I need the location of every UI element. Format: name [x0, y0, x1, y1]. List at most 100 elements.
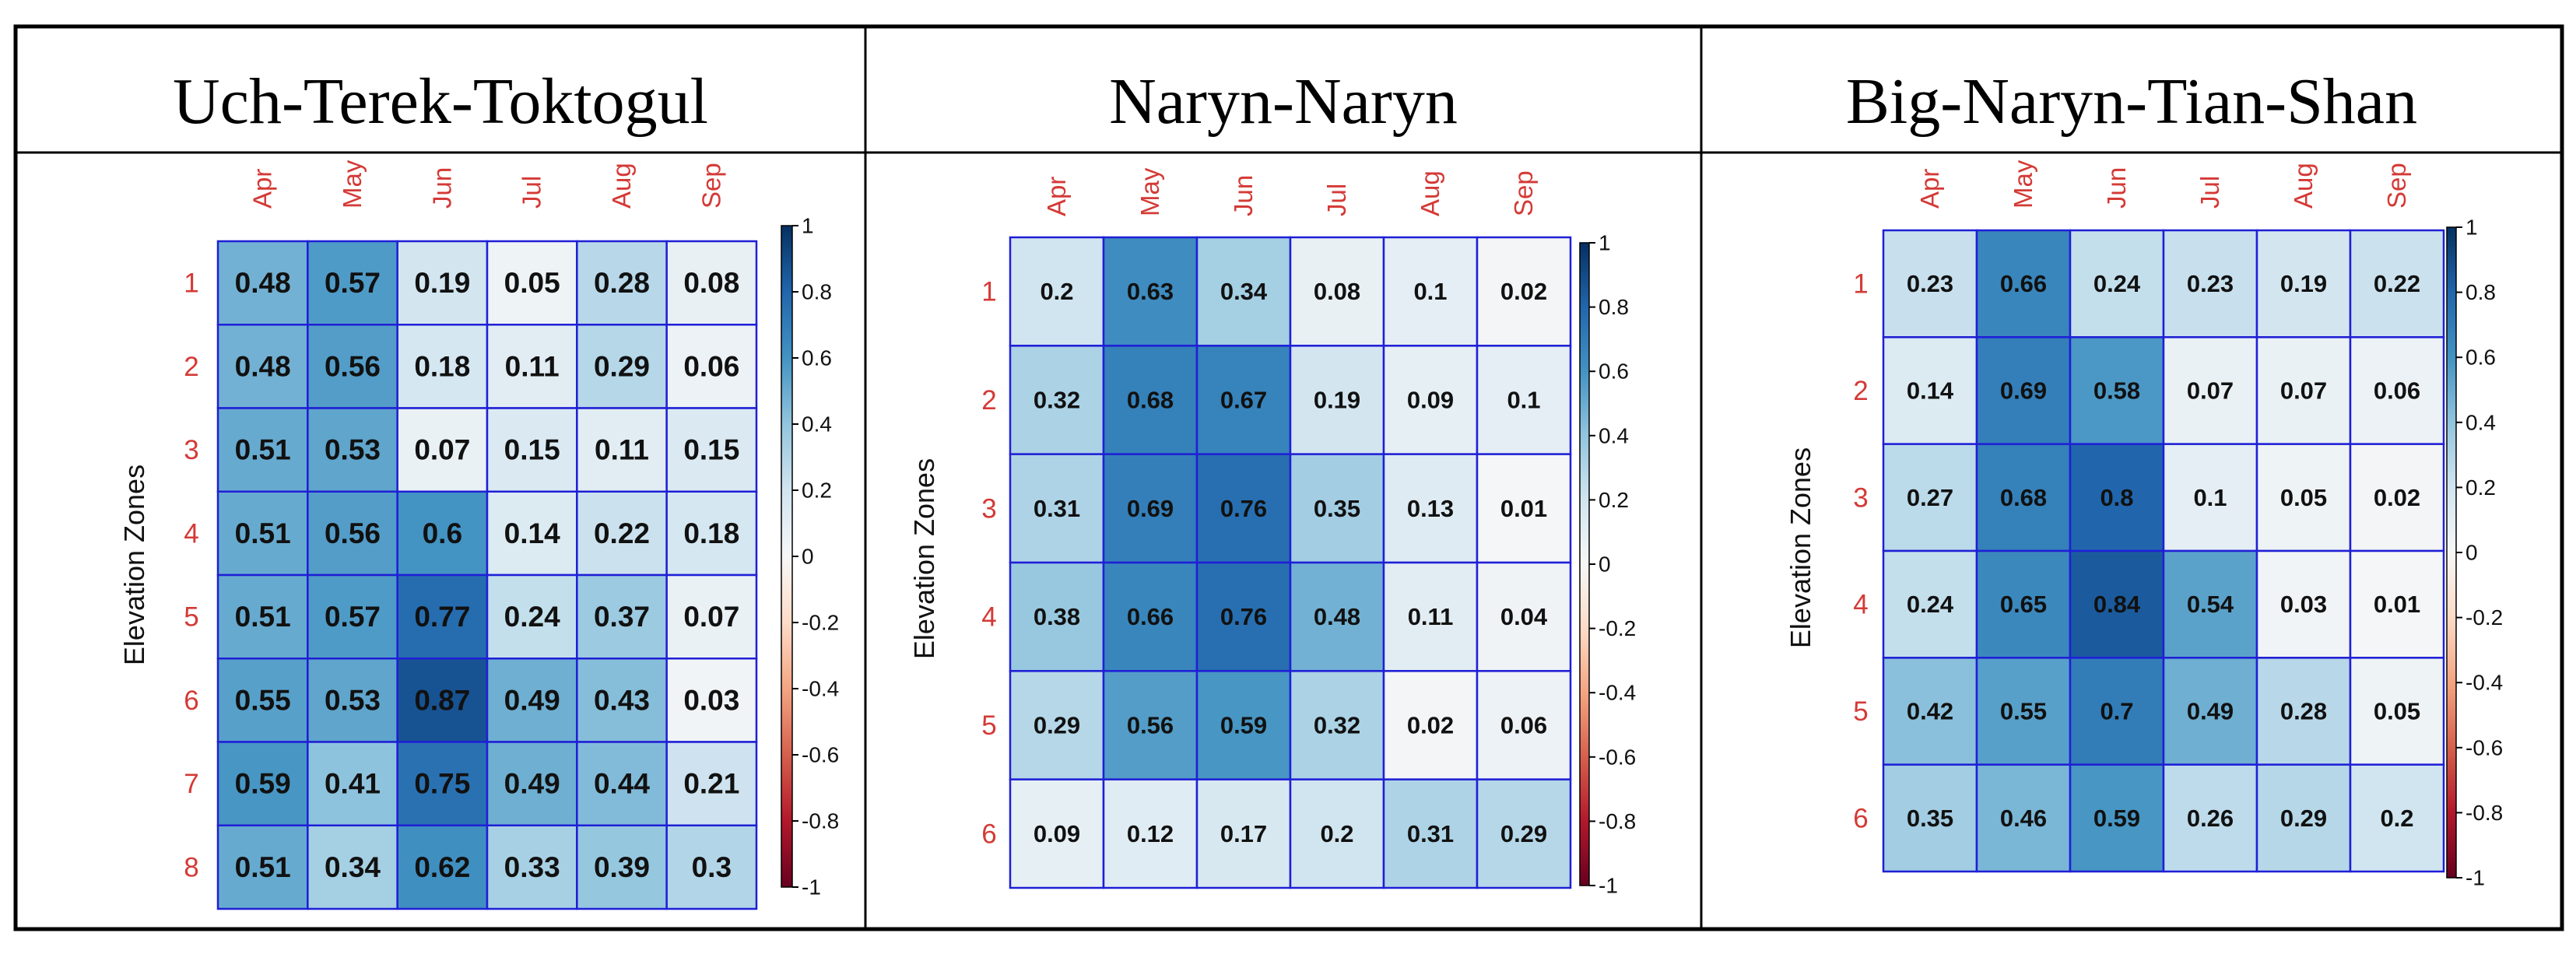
heatmap-panel-3: 0.23 0.66 0.24 0.23 0.19 0.220.14 0.69 0.58 0.07… — [1853, 160, 2503, 889]
heatmap-cell-value: 0.23 — [2187, 270, 2234, 297]
heatmap-cell-value: 0.13 — [1407, 495, 1454, 522]
heatmap-cell-value: 0.19 — [414, 267, 470, 299]
heatmap-cell-value: 0.56 — [325, 517, 381, 549]
heatmap-cell-value: 0.2 — [1320, 820, 1353, 847]
heatmap-cell — [216, 407, 309, 493]
row-label-zone-4: 4 — [1853, 590, 1868, 620]
heatmap-cell — [396, 824, 489, 910]
heatmap-cell — [307, 490, 398, 577]
column-label-may: May — [338, 160, 367, 209]
heatmap-cell — [307, 741, 398, 826]
heatmap-cell — [1195, 453, 1292, 564]
heatmap-cell — [1289, 778, 1385, 889]
heatmap-cell-value: 0.15 — [683, 434, 739, 466]
heatmap-cell-value: 0.11 — [595, 434, 649, 466]
heatmap-cell — [2255, 657, 2352, 766]
heatmap-cell — [1289, 670, 1385, 780]
heatmap-cell-value: 0.66 — [2000, 270, 2047, 297]
colorbar-tick-label: -0.2 — [802, 611, 839, 635]
heatmap-cell-value: 0.19 — [1314, 387, 1360, 414]
heatmap-cell-value: 0.56 — [325, 350, 381, 382]
colorbar-tick-label: 0.2 — [802, 479, 832, 503]
heatmap-cell — [2162, 229, 2258, 338]
heatmap-cell — [216, 824, 309, 910]
heatmap-cell-value: 0.55 — [235, 684, 291, 716]
heatmap-cell-value: 0.07 — [683, 601, 739, 633]
heatmap-cell-value: 0.57 — [325, 267, 381, 299]
heatmap-cell — [1382, 345, 1479, 455]
heatmap-cell-value: 0.34 — [325, 851, 381, 883]
column-label-jun: Jun — [1229, 175, 1258, 216]
heatmap-cell-value: 0.44 — [594, 768, 650, 800]
heatmap-cell — [216, 741, 309, 826]
heatmap-cell-value: 0.6 — [423, 517, 462, 549]
heatmap-cell — [665, 324, 758, 409]
heatmap-cell — [1102, 345, 1199, 455]
heatmap-cell-value: 0.29 — [1034, 712, 1080, 739]
row-label-zone-2: 2 — [981, 385, 996, 416]
heatmap-cell-value: 0.08 — [1314, 278, 1360, 305]
heatmap-cell-value: 0.54 — [2187, 591, 2234, 618]
heatmap-cell-value: 0.53 — [325, 434, 381, 466]
column-label-sep: Sep — [2382, 163, 2411, 209]
heatmap-cell-value: 0.31 — [1034, 495, 1080, 522]
heatmap-cell-value: 0.63 — [1127, 278, 1174, 305]
heatmap-cell-value: 0.03 — [683, 684, 739, 716]
heatmap-cell-value: 0.59 — [235, 768, 291, 800]
column-label-jul: Jul — [518, 176, 546, 209]
heatmap-cell-value: 0.56 — [1127, 712, 1174, 739]
heatmap-cell-value: 0.59 — [1220, 712, 1267, 739]
heatmap-cell-value: 0.39 — [594, 851, 650, 883]
heatmap-cell-value: 0.62 — [414, 851, 470, 883]
heatmap-cell — [665, 490, 758, 577]
column-label-aug: Aug — [1416, 170, 1444, 216]
heatmap-cell-value: 0.51 — [235, 517, 291, 549]
column-label-apr: Apr — [1915, 169, 1944, 209]
heatmap-cell — [1476, 236, 1572, 347]
heatmap-cell-value: 0.24 — [504, 601, 560, 633]
heatmap-cell — [2349, 763, 2445, 873]
heatmap-cell — [307, 407, 398, 493]
row-label-zone-7: 7 — [184, 769, 198, 799]
column-label-aug: Aug — [607, 163, 636, 209]
heatmap-cell — [1382, 778, 1479, 889]
heatmap-cell — [576, 407, 668, 493]
heatmap-cell — [1195, 345, 1292, 455]
heatmap-cell — [486, 490, 578, 577]
heatmap-cell — [1195, 236, 1292, 347]
colorbar-tick-label: -1 — [802, 875, 821, 900]
heatmap-cell-value: 0.04 — [1500, 603, 1548, 630]
heatmap-cell-value: 0.01 — [1500, 495, 1547, 522]
heatmap-cell-value: 0.67 — [1220, 387, 1267, 414]
heatmap-panel-1: 0.48 0.57 0.19 0.05 0.28 0.080.48 0.56 0.18 0.11… — [184, 160, 839, 910]
heatmap-cell-value: 0.05 — [2374, 698, 2420, 725]
heatmap-cell-value: 0.32 — [1034, 387, 1080, 414]
heatmap-cell — [1975, 549, 2072, 659]
heatmap-cell — [307, 824, 398, 910]
heatmap-cell — [1009, 345, 1105, 455]
heatmap-cell-value: 0.57 — [325, 601, 381, 633]
colorbar-tick-label: 1 — [1599, 231, 1611, 255]
heatmap-cell — [2255, 549, 2352, 659]
heatmap-cell-value: 0.11 — [505, 350, 560, 382]
heatmap-panels: 0.48 0.57 0.19 0.05 0.28 0.080.48 0.56 0.18 0.11… — [184, 160, 2503, 910]
row-label-zone-4: 4 — [184, 518, 198, 549]
row-label-zone-5: 5 — [184, 602, 198, 633]
heatmap-cell-value: 0.18 — [683, 517, 739, 549]
heatmap-cell — [576, 573, 668, 660]
heatmap-cell — [1476, 778, 1572, 889]
colorbar-tick-label: 1 — [802, 214, 814, 238]
heatmap-cell-value: 0.49 — [2187, 698, 2234, 725]
heatmap-cell — [1195, 778, 1292, 889]
colorbar-tick-label: -0.2 — [2465, 605, 2503, 630]
heatmap-cell-value: 0.03 — [2280, 591, 2327, 618]
heatmap-cell — [576, 490, 668, 577]
heatmap-cell-value: 0.22 — [2374, 270, 2420, 297]
heatmap-cell-value: 0.69 — [1127, 495, 1174, 522]
colorbar-tick-label: -0.8 — [1599, 809, 1636, 833]
heatmap-cell — [1102, 670, 1199, 780]
y-axis-label-panel-2: Elevation Zones — [908, 458, 940, 659]
heatmap-cell-value: 0.24 — [1907, 591, 1954, 618]
column-label-jun: Jun — [2102, 167, 2131, 209]
